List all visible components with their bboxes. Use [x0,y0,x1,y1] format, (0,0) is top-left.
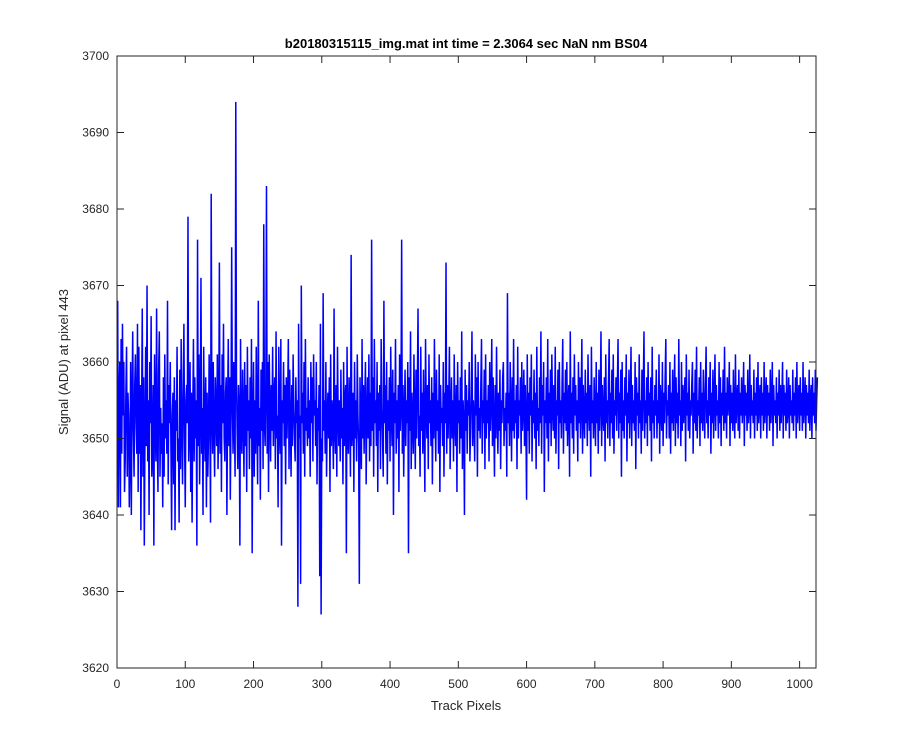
x-axis-label: Track Pixels [431,698,502,713]
y-tick-label: 3680 [82,202,109,216]
x-tick-label: 100 [175,677,195,691]
y-tick-label: 3690 [82,126,109,140]
chart-title: b20180315115_img.mat int time = 2.3064 s… [285,36,648,51]
x-tick-label: 500 [448,677,468,691]
x-tick-label: 400 [380,677,400,691]
y-tick-label: 3670 [82,279,109,293]
x-tick-label: 0 [114,677,121,691]
y-tick-label: 3650 [82,432,109,446]
x-tick-label: 200 [244,677,264,691]
ticks-layer: 0 100 200 300 400 500 600 700 800 900 1000 3620 3630… [82,49,816,691]
series-line-0 [116,101,819,615]
y-tick-label: 3640 [82,508,109,522]
x-tick-label: 800 [653,677,673,691]
y-tick-label: 3630 [82,585,109,599]
x-tick-label: 1000 [786,677,813,691]
x-tick-label: 300 [312,677,332,691]
y-tick-label: 3620 [82,661,109,675]
x-tick-label: 600 [517,677,537,691]
y-axis-label: Signal (ADU) at pixel 443 [56,289,71,435]
x-tick-label: 700 [585,677,605,691]
y-tick-label: 3700 [82,49,109,63]
series-layer [116,101,819,615]
x-tick-label: 900 [721,677,741,691]
y-tick-label: 3660 [82,355,109,369]
